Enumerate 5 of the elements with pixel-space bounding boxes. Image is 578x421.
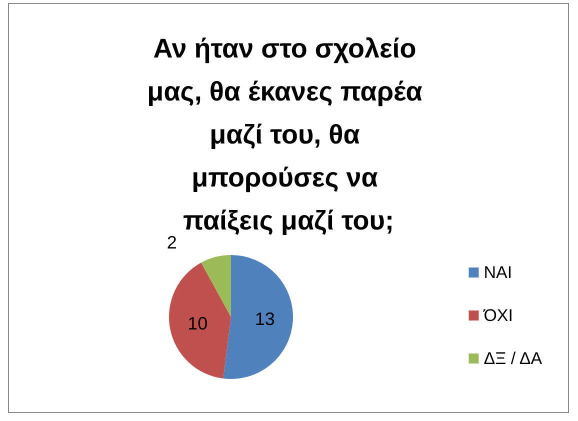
- data-label: 13: [254, 309, 275, 330]
- legend-label: ΔΞ / ΔΑ: [484, 349, 543, 368]
- data-label: 10: [188, 313, 208, 334]
- legend-label: ΝΑΙ: [484, 263, 512, 282]
- legend-label: ΌΧΙ: [482, 306, 513, 325]
